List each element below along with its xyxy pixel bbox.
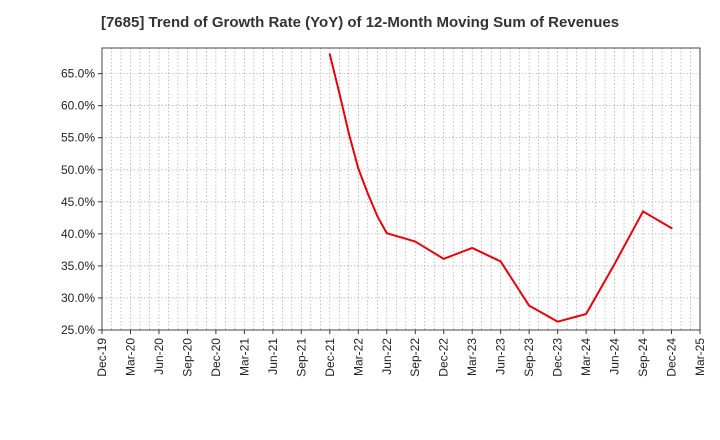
data-point (613, 262, 616, 265)
y-tick-label: 65.0% (61, 67, 95, 81)
data-point (366, 192, 369, 195)
x-tick-label: Sep-23 (522, 338, 536, 377)
x-tick-label: Jun-23 (494, 338, 508, 375)
data-point (642, 210, 645, 213)
data-point (328, 53, 331, 56)
x-tick-label: Dec-22 (437, 338, 451, 377)
y-tick-label: 40.0% (61, 227, 95, 241)
data-point (385, 232, 388, 235)
y-tick-label: 50.0% (61, 163, 95, 177)
x-tick-label: Sep-22 (408, 338, 422, 377)
x-tick-label: Sep-21 (294, 338, 308, 377)
data-point (471, 246, 474, 249)
x-tick-label: Mar-23 (465, 338, 479, 376)
y-tick-label: 60.0% (61, 99, 95, 113)
x-tick-label: Jun-24 (608, 338, 622, 375)
data-point (556, 320, 559, 323)
data-point (670, 227, 673, 230)
x-tick-label: Mar-24 (579, 338, 593, 376)
data-point (499, 260, 502, 263)
data-point (376, 214, 379, 217)
y-tick-label: 25.0% (61, 323, 95, 337)
chart-title: [7685] Trend of Growth Rate (YoY) of 12-… (100, 14, 620, 31)
y-tick-label: 55.0% (61, 131, 95, 145)
x-tick-label: Dec-21 (323, 338, 337, 377)
data-point (585, 312, 588, 315)
y-tick-label: 30.0% (61, 291, 95, 305)
x-tick-label: Mar-21 (237, 338, 251, 376)
data-point (528, 304, 531, 307)
data-point (442, 257, 445, 260)
plot-border (101, 47, 701, 331)
x-tick-label: Mar-25 (693, 338, 707, 376)
x-tick-label: Sep-20 (180, 338, 194, 377)
data-point (347, 132, 350, 135)
x-tick-label: Sep-24 (636, 338, 650, 377)
plot-area (102, 48, 700, 330)
y-tick-label: 45.0% (61, 195, 95, 209)
x-tick-label: Jun-21 (266, 338, 280, 375)
y-tick-label: 35.0% (61, 259, 95, 273)
x-tick-label: Dec-20 (209, 338, 223, 377)
x-tick-label: Mar-20 (123, 338, 137, 376)
x-tick-label: Mar-22 (351, 338, 365, 376)
x-tick-label: Dec-23 (551, 338, 565, 377)
x-tick-label: Jun-20 (152, 338, 166, 375)
data-point (338, 91, 341, 94)
data-point (357, 167, 360, 170)
x-tick-label: Dec-19 (95, 338, 109, 377)
x-tick-label: Dec-24 (665, 338, 679, 377)
data-point (414, 240, 417, 243)
x-tick-label: Jun-22 (380, 338, 394, 375)
